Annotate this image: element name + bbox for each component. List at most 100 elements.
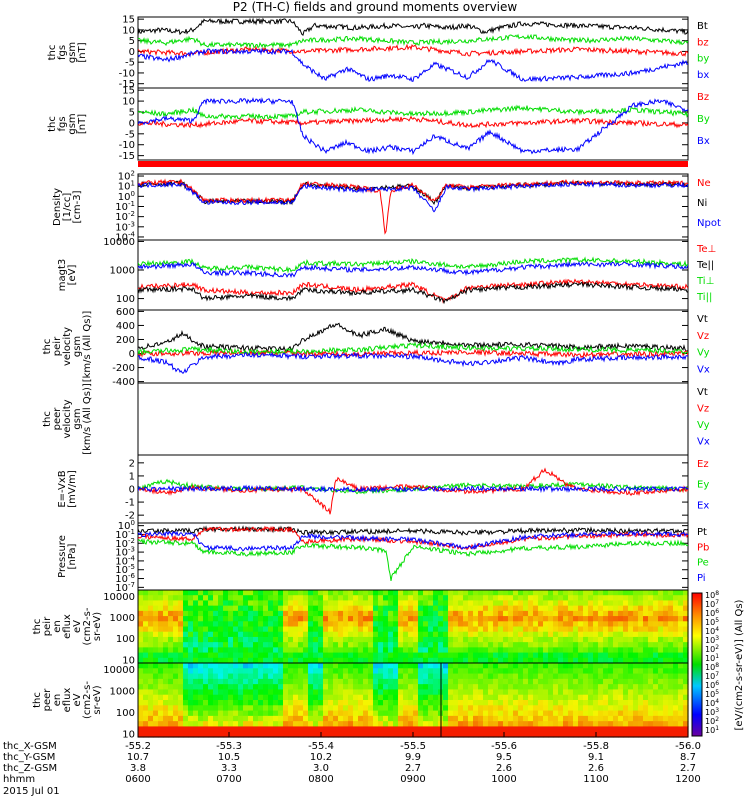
spectrogram-cell [143, 705, 149, 712]
spectrogram-cell [373, 668, 379, 675]
spectrogram-cell [363, 621, 369, 628]
legend-entry: Ex [697, 500, 709, 511]
spectrogram-cell [228, 631, 234, 638]
spectrogram-cell [363, 626, 369, 633]
spectrogram-cell [508, 657, 514, 664]
spectrogram-cell [613, 621, 619, 628]
spectrogram-cell [188, 647, 194, 654]
spectrogram-cell [148, 684, 154, 691]
spectrogram-cell [348, 626, 354, 633]
spectrogram-cell [658, 647, 664, 654]
spectrogram-cell [223, 721, 229, 728]
spectrogram-cell [548, 595, 554, 602]
spectrogram-cell [613, 673, 619, 680]
spectrogram-cell [258, 715, 264, 722]
spectrogram-cell [373, 710, 379, 717]
spectrogram-cell [418, 731, 424, 738]
spectrogram-cell [233, 705, 239, 712]
spectrogram-cell [403, 616, 409, 622]
spectrogram-cell [343, 590, 349, 596]
spectrogram-cell [228, 715, 234, 722]
spectrogram-cell [308, 705, 314, 712]
spectrogram-cell [393, 647, 399, 654]
spectrogram-cell [513, 652, 519, 659]
spectrogram-cell [408, 595, 414, 602]
spectrogram-cell [253, 600, 259, 607]
spectrogram-cell [663, 610, 669, 617]
spectrogram-cell [443, 668, 449, 675]
spectrogram-cell [503, 631, 509, 638]
y-tick-label: 200 [116, 335, 135, 346]
spectrogram-cell [198, 705, 204, 712]
spectrogram-cell [468, 715, 474, 722]
spectrogram-cell [313, 731, 319, 738]
spectrogram-cell [473, 605, 479, 612]
spectrogram-cell [258, 731, 264, 738]
spectrogram-cell [158, 678, 164, 685]
spectrogram-cell [298, 684, 304, 691]
spectrogram-cell [138, 636, 144, 643]
spectrogram-cell [348, 642, 354, 648]
spectrogram-cell [248, 684, 254, 691]
spectrogram-cell [323, 715, 329, 722]
spectrogram-cell [623, 636, 629, 643]
spectrogram-cell [483, 726, 489, 733]
spectrogram-cell [668, 710, 674, 717]
spectrogram-cell [278, 626, 284, 633]
colorbar-tick-label: 105 [705, 689, 719, 699]
spectrogram-cell [408, 694, 414, 701]
spectrogram-cell [213, 610, 219, 617]
spectrogram-cell [263, 705, 269, 712]
spectrogram-cell [273, 705, 279, 712]
y-axis-label: thc [42, 411, 53, 427]
spectrogram-cell [498, 684, 504, 691]
spectrogram-cell [678, 700, 684, 706]
spectrogram-cell [403, 721, 409, 728]
spectrogram-cell [638, 605, 644, 612]
spectrogram-cell [343, 652, 349, 659]
spectrogram-cell [273, 610, 279, 617]
spectrogram-cell [483, 642, 489, 648]
spectrogram-cell [353, 647, 359, 654]
spectrogram-cell [288, 700, 294, 706]
spectrogram-cell [383, 590, 389, 596]
spectrogram-cell [143, 626, 149, 633]
spectrogram-cell [238, 652, 244, 659]
spectrogram-cell [313, 678, 319, 685]
spectrogram-cell [678, 647, 684, 654]
spectrogram-cell [408, 631, 414, 638]
spectrogram-cell [293, 668, 299, 675]
spectrogram-cell [368, 595, 374, 602]
spectrogram-cell [678, 642, 684, 648]
spectrogram-cell [603, 631, 609, 638]
spectrogram-cell [533, 731, 539, 738]
spectrogram-cell [178, 715, 184, 722]
spectrogram-cell [328, 726, 334, 733]
spectrogram-cell [613, 663, 619, 669]
spectrogram-cell [638, 684, 644, 691]
spectrogram-cell [638, 678, 644, 685]
spectrogram-cell [343, 678, 349, 685]
spectrogram-cell [393, 684, 399, 691]
spectrogram-cell [423, 631, 429, 638]
spectrogram-cell [648, 731, 654, 738]
spectrogram-cell [503, 668, 509, 675]
spectrogram-cell [208, 731, 214, 738]
spectrogram-cell [468, 657, 474, 664]
spectrogram-cell [193, 621, 199, 628]
spectrogram-cell [308, 694, 314, 701]
spectrogram-cell [483, 605, 489, 612]
spectrogram-cell [268, 710, 274, 717]
spectrogram-cell [513, 705, 519, 712]
spectrogram-cell [653, 652, 659, 659]
spectrogram-cell [278, 610, 284, 617]
series-line-Pi [138, 530, 688, 552]
spectrogram-cell [278, 705, 284, 712]
spectrogram-cell [183, 705, 189, 712]
spectrogram-cell [373, 700, 379, 706]
spectrogram-cell [558, 684, 564, 691]
y-axis-label: fgs [57, 45, 68, 60]
spectrogram-cell [468, 710, 474, 717]
legend-entry: bx [697, 70, 709, 81]
spectrogram-cell [403, 673, 409, 680]
